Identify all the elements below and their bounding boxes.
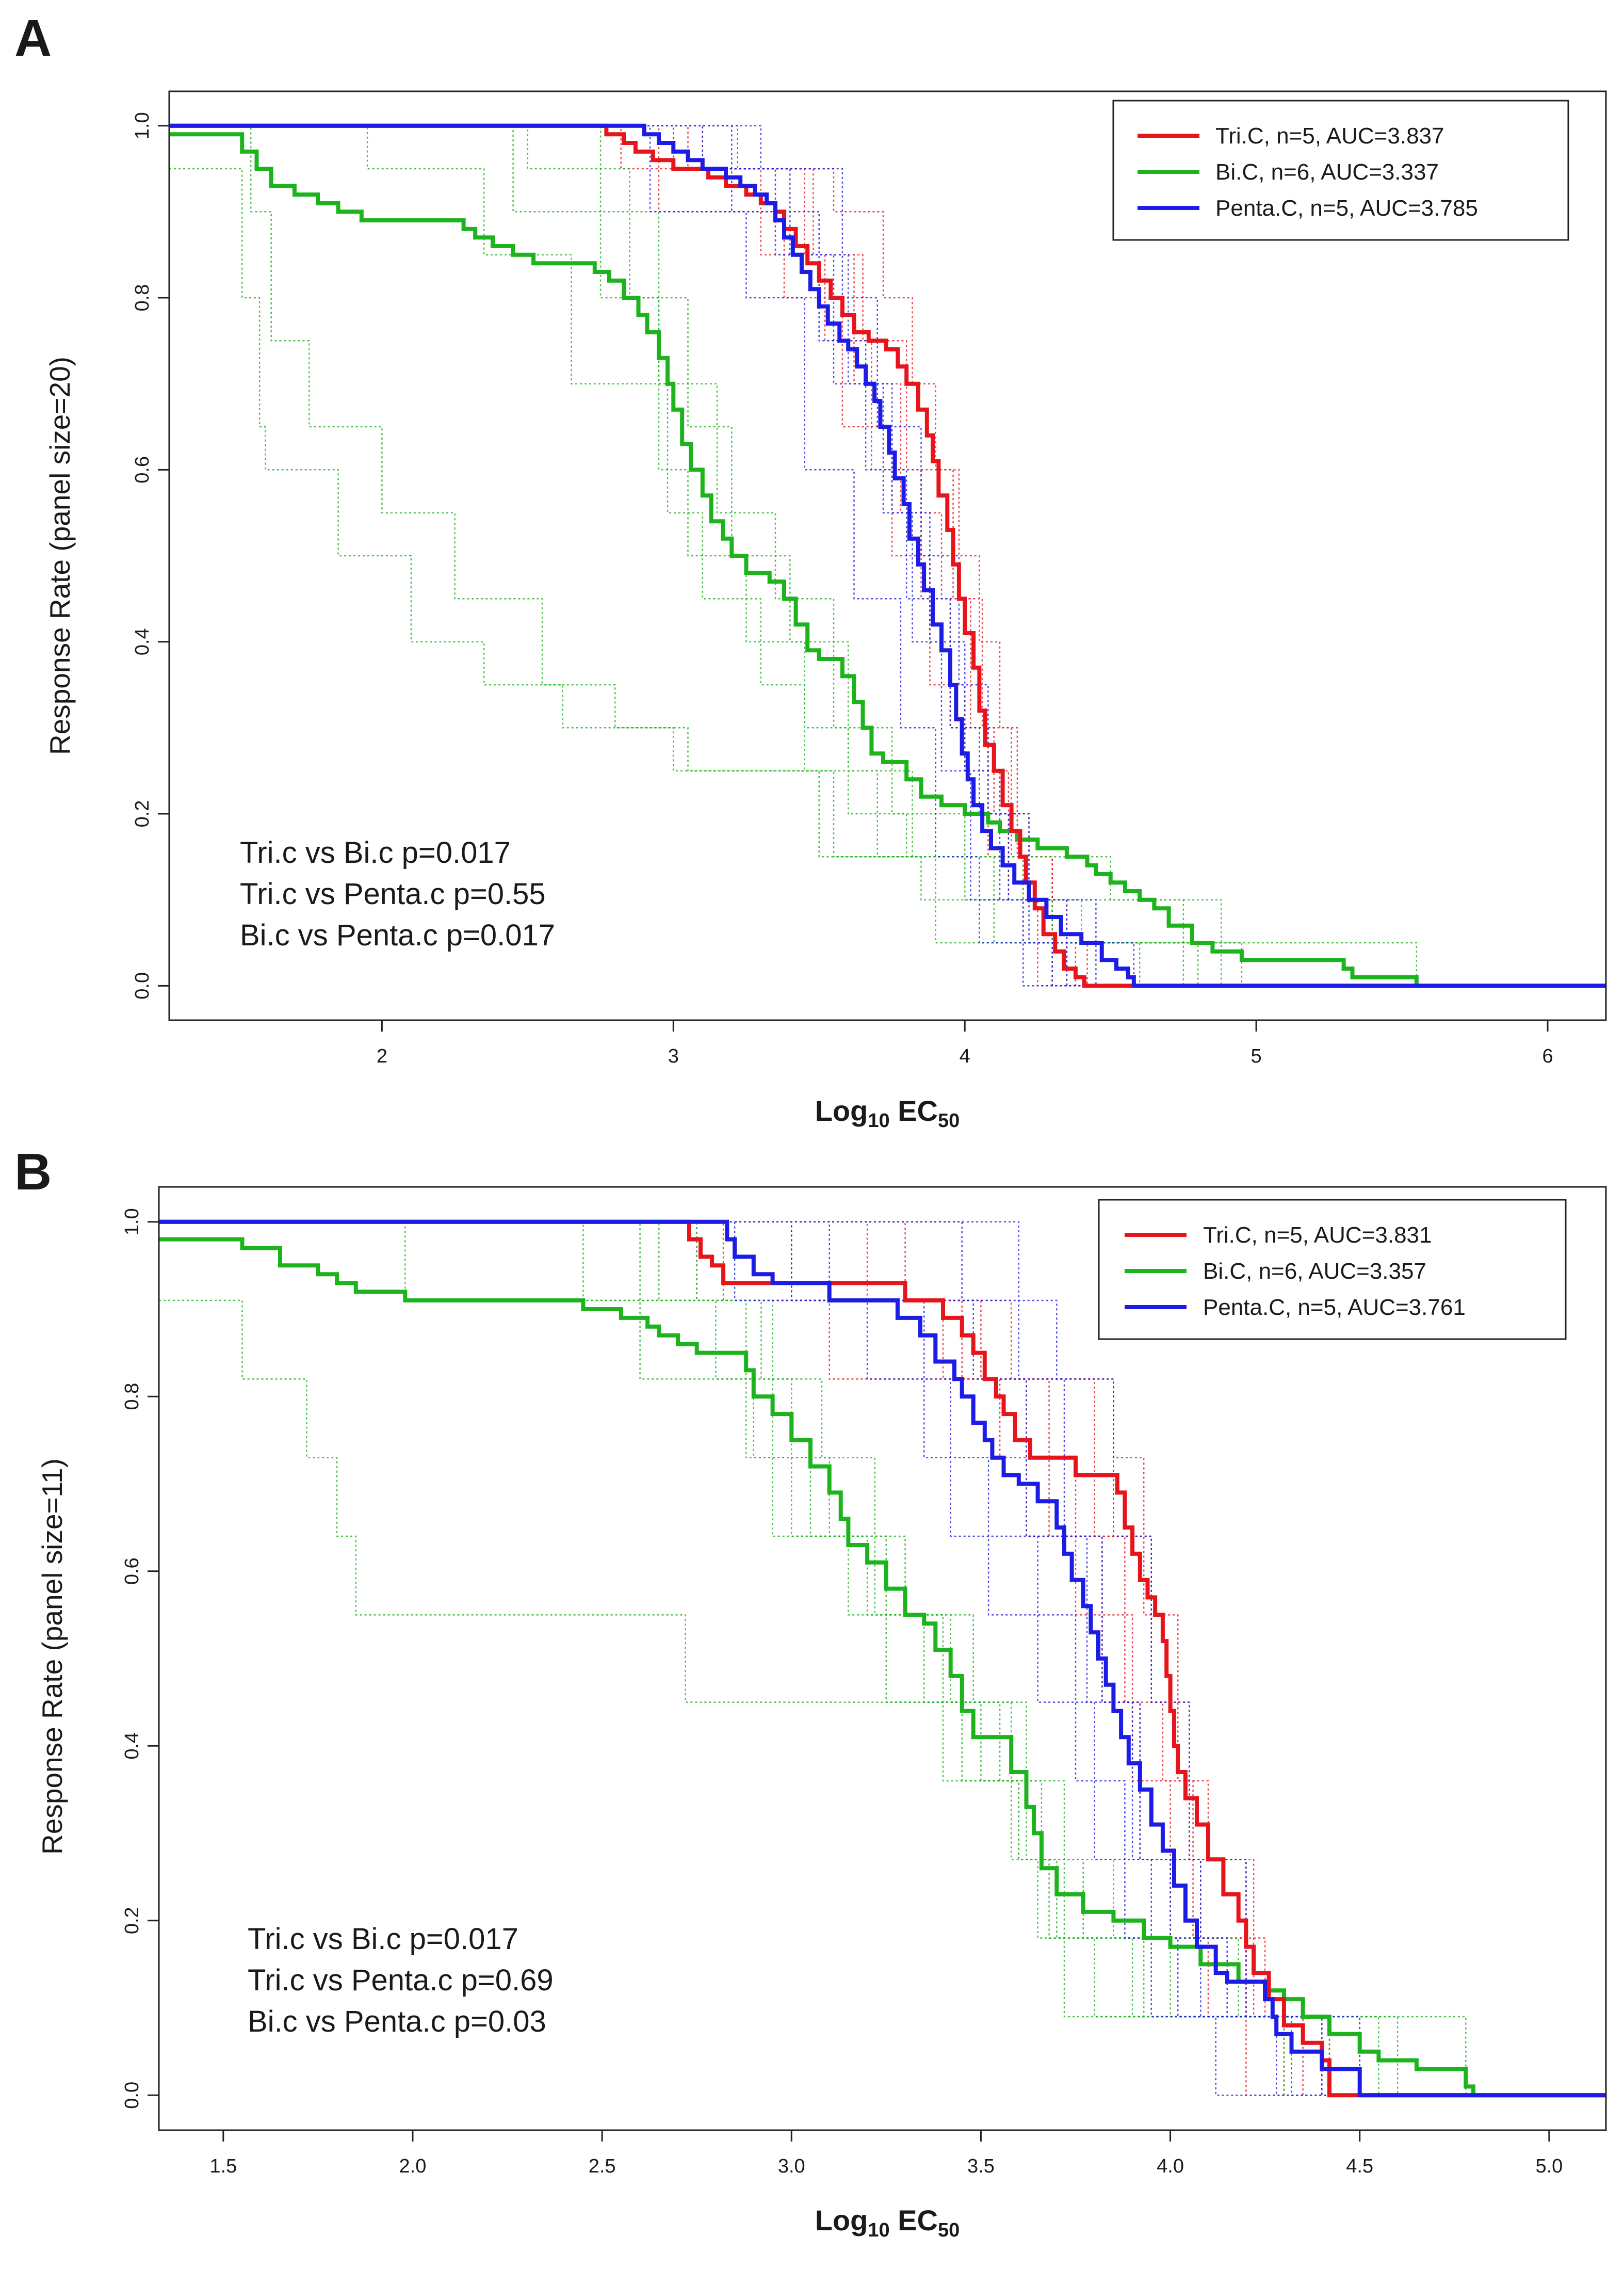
- legend-label: Penta.C, n=5, AUC=3.785: [1215, 196, 1478, 221]
- legend-label: Bi.C, n=6, AUC=3.357: [1203, 1259, 1426, 1284]
- x-tick-label: 5: [1251, 1045, 1262, 1067]
- individual-curve: [169, 125, 1606, 987]
- legend-label: Bi.C, n=6, AUC=3.337: [1215, 159, 1439, 185]
- plot-frame: [158, 1186, 1607, 2131]
- individual-curve: [169, 125, 1606, 987]
- legend-label: Tri.C, n=5, AUC=3.837: [1215, 123, 1444, 149]
- series-line: [159, 1237, 1606, 2098]
- individual-curve: [169, 125, 1606, 987]
- y-tick-label: 1.0: [132, 112, 153, 139]
- x-axis-title-log: Log: [815, 1095, 868, 1127]
- series-line: [159, 1219, 1606, 2098]
- x-tick-label: 2.0: [399, 2155, 427, 2177]
- individual-curve: [159, 1221, 1606, 2096]
- individual-curve: [159, 1221, 1606, 2096]
- legend: Tri.C, n=5, AUC=3.831 Bi.C, n=6, AUC=3.3…: [1098, 1199, 1567, 1340]
- legend-label: Penta.C, n=5, AUC=3.761: [1203, 1295, 1466, 1320]
- individual-curve: [169, 125, 1606, 987]
- y-tick-label: 1.0: [121, 1208, 143, 1235]
- legend-label: Tri.C, n=5, AUC=3.831: [1203, 1222, 1432, 1248]
- x-axis-title-ec: EC: [890, 1095, 938, 1127]
- x-axis-title-sub50: 50: [938, 2219, 960, 2241]
- pvalue-annotations: Tri.c vs Bi.c p=0.017 Tri.c vs Penta.c p…: [248, 1922, 554, 2038]
- pvalue-annotation: Bi.c vs Penta.c p=0.017: [240, 919, 555, 952]
- x-tick-label: 4.0: [1157, 2155, 1184, 2177]
- axis-ticks: 1.5 2.0 2.5 3.0 3.5 4.0 4.5 5.0 0.0 0.2 0.4 0.6 0.8 1…: [121, 1208, 1563, 2177]
- y-tick-label: 0.4: [121, 1732, 143, 1760]
- x-axis-title-log: Log: [815, 2204, 868, 2236]
- individual-curve: [169, 125, 1606, 987]
- x-axis-title-ec: EC: [890, 2204, 938, 2236]
- panel-b: B 1.5 2.0 2.5 3.0 3.5 4.0 4.5 5.0 0.0 0.2 0.4 0.6 0.…: [14, 1143, 1607, 2241]
- individual-curve: [159, 1221, 1606, 2096]
- y-tick-label: 0.4: [132, 628, 153, 655]
- panel-letter: A: [14, 9, 52, 67]
- x-tick-label: 4.5: [1346, 2155, 1373, 2177]
- y-axis-title: Response Rate (panel size=20): [44, 357, 76, 755]
- legend: Tri.C, n=5, AUC=3.837 Bi.C, n=6, AUC=3.3…: [1112, 100, 1569, 241]
- axis-ticks: 2 3 4 5 6 0.0 0.2 0.4 0.6 0.8 1.0: [132, 112, 1553, 1067]
- x-tick-label: 3.0: [778, 2155, 805, 2177]
- series-line: [169, 123, 1606, 988]
- x-axis-title-sub10: 10: [868, 2219, 889, 2241]
- series-line: [169, 123, 1606, 988]
- x-axis-title: Log10 EC50: [815, 2204, 960, 2241]
- x-axis-title: Log10 EC50: [815, 1095, 960, 1132]
- series-line: [169, 132, 1606, 988]
- pvalue-annotation: Tri.c vs Bi.c p=0.017: [248, 1922, 518, 1956]
- pvalue-annotation: Tri.c vs Penta.c p=0.55: [240, 877, 546, 911]
- individual-curve: [159, 1299, 1606, 2096]
- y-tick-label: 0.2: [121, 1907, 143, 1934]
- individual-curve: [169, 125, 1606, 987]
- series-curves: [169, 123, 1606, 988]
- pvalue-annotation: Tri.c vs Bi.c p=0.017: [240, 836, 511, 870]
- x-tick-label: 3.5: [967, 2155, 995, 2177]
- y-tick-label: 0.0: [132, 972, 153, 1000]
- y-tick-label: 0.6: [132, 456, 153, 484]
- x-axis-title-sub10: 10: [868, 1110, 889, 1132]
- x-tick-label: 2: [377, 1045, 387, 1067]
- x-tick-label: 4: [960, 1045, 970, 1067]
- y-tick-label: 0.0: [121, 2082, 143, 2109]
- panel-a: A 2 3 4 5 6 0.0 0.2 0.4 0.6 0.8 1.0 Response Rate …: [14, 9, 1607, 1132]
- pvalue-annotation: Tri.c vs Penta.c p=0.69: [248, 1964, 554, 1997]
- pvalue-annotation: Bi.c vs Penta.c p=0.03: [248, 2005, 546, 2038]
- x-axis-title-sub50: 50: [938, 1110, 960, 1132]
- individual-curve: [159, 1221, 1606, 2096]
- y-tick-label: 0.8: [121, 1383, 143, 1410]
- panel-letter: B: [14, 1143, 52, 1201]
- y-tick-label: 0.6: [121, 1557, 143, 1585]
- series-curves: [159, 1219, 1606, 2098]
- individual-curve: [169, 125, 1606, 987]
- individual-curve: [169, 125, 1606, 987]
- individual-curve: [159, 1221, 1606, 2096]
- y-tick-label: 0.2: [132, 800, 153, 828]
- y-tick-label: 0.8: [132, 284, 153, 312]
- x-tick-label: 1.5: [209, 2155, 237, 2177]
- x-tick-label: 6: [1542, 1045, 1553, 1067]
- y-axis-title: Response Rate (panel size=11): [36, 1458, 68, 1855]
- x-tick-label: 2.5: [589, 2155, 616, 2177]
- pvalue-annotations: Tri.c vs Bi.c p=0.017 Tri.c vs Penta.c p…: [240, 836, 555, 952]
- x-tick-label: 3: [668, 1045, 679, 1067]
- series-line: [159, 1219, 1606, 2098]
- plot-frame: [168, 90, 1607, 1021]
- x-tick-label: 5.0: [1535, 2155, 1563, 2177]
